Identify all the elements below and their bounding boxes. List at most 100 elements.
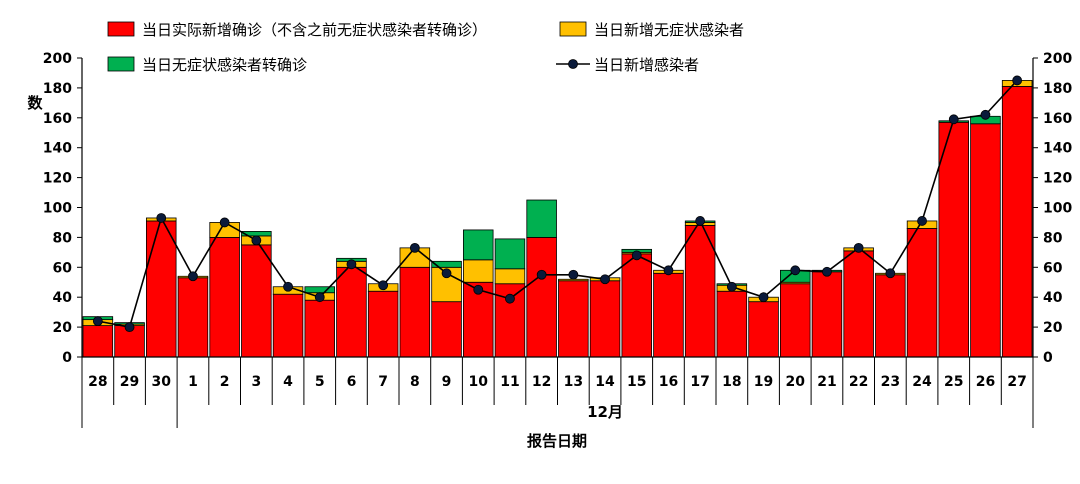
y-tick-label-right: 140	[1043, 141, 1072, 157]
x-tick-label: 5	[315, 374, 325, 390]
bar-confirmed-segment	[367, 290, 399, 358]
line-point	[473, 284, 484, 295]
x-tick-label: 2	[220, 374, 230, 390]
x-tick-label: 15	[627, 374, 646, 390]
y-tick-label-right: 40	[1043, 290, 1063, 306]
bar-confirmed-segment	[716, 290, 748, 358]
x-tick-label: 22	[849, 374, 868, 390]
x-tick-label: 3	[251, 374, 261, 390]
line-point	[631, 250, 642, 261]
bar-converted-segment	[494, 238, 526, 270]
bar-confirmed-segment	[684, 225, 716, 358]
x-tick-label: 1	[188, 374, 198, 390]
line-point	[156, 213, 167, 223]
x-tick-label: 23	[881, 374, 900, 390]
line-point	[505, 293, 515, 304]
x-tick-label: 19	[754, 374, 773, 390]
bar-converted-segment	[462, 229, 494, 261]
line-point	[663, 265, 674, 276]
line-point	[758, 292, 769, 303]
bar-confirmed-segment	[843, 250, 874, 358]
y-tick-label-left: 100	[43, 201, 72, 217]
y-tick-label-right: 0	[1043, 350, 1053, 366]
y-tick-label-left: 80	[53, 230, 73, 246]
x-tick-label: 10	[469, 374, 489, 390]
line-point	[1012, 75, 1023, 86]
bar-converted-segment	[304, 286, 335, 294]
legend-confirmed-swatch	[107, 21, 135, 37]
bar-confirmed-segment	[462, 281, 494, 358]
bar-confirmed-segment	[399, 266, 431, 358]
y-tick-label-right: 160	[1043, 111, 1072, 127]
legend-converted-swatch	[107, 56, 135, 72]
y-tick-label-right: 120	[1043, 171, 1072, 187]
y-tick-label-right: 20	[1043, 320, 1063, 336]
y-tick-label-right: 180	[1043, 81, 1072, 97]
bar-confirmed-segment	[938, 121, 970, 358]
bar-confirmed-segment	[558, 280, 589, 358]
bar-confirmed-segment	[621, 253, 653, 358]
x-tick-label: 21	[817, 374, 836, 390]
x-tick-label: 17	[690, 374, 709, 390]
y-tick-label-left: 60	[53, 260, 73, 276]
x-tick-label: 18	[722, 374, 741, 390]
line-point	[409, 242, 420, 253]
bar-asymptomatic-segment	[494, 268, 526, 285]
x-tick-label: 9	[442, 374, 452, 390]
bar-converted-segment	[526, 199, 557, 238]
bar-confirmed-segment	[653, 272, 684, 358]
line-new-infections	[97, 79, 1018, 329]
bar-confirmed-segment	[526, 236, 557, 358]
bar-confirmed-segment	[209, 236, 240, 358]
x-tick-label: 6	[347, 374, 357, 390]
x-tick-label: 24	[912, 374, 932, 390]
line-point	[283, 281, 293, 292]
bar-asymptomatic-segment	[462, 259, 494, 283]
x-tick-label: 16	[659, 374, 678, 390]
line-point	[124, 322, 135, 333]
y-tick-label-left: 200	[43, 51, 72, 67]
line-point	[188, 271, 198, 282]
x-tick-label: 25	[944, 374, 963, 390]
legend-new-infections-swatch-marker	[568, 59, 578, 69]
x-tick-label: 8	[410, 374, 420, 390]
line-point	[568, 269, 579, 280]
bar-confirmed-segment	[304, 299, 335, 358]
bar-confirmed-segment	[177, 277, 209, 358]
bar-confirmed-segment	[431, 301, 462, 358]
line-point	[695, 216, 706, 226]
legend-converted-label: 当日无症状感染者转确诊	[142, 56, 307, 74]
line-point	[314, 292, 325, 303]
y-tick-label-left: 0	[62, 350, 72, 366]
line-point	[853, 242, 864, 253]
y-axis-label: 数	[27, 94, 43, 112]
line-point	[822, 266, 832, 277]
line-point	[600, 274, 610, 285]
month-label: 12月	[587, 403, 623, 421]
line-point	[948, 114, 959, 125]
x-tick-label: 28	[88, 374, 107, 390]
y-tick-label-left: 120	[43, 171, 72, 187]
x-tick-label: 29	[120, 374, 139, 390]
bar-confirmed-segment	[780, 283, 811, 358]
line-point	[251, 235, 262, 246]
legend-asymptomatic-swatch	[559, 21, 587, 37]
x-tick-label: 26	[976, 374, 995, 390]
line-point	[790, 265, 801, 276]
x-tick-label: 4	[283, 374, 293, 390]
bar-confirmed-segment	[875, 274, 906, 358]
legend-confirmed-label: 当日实际新增确诊（不含之前无症状感染者转确诊）	[142, 21, 487, 39]
bar-confirmed-segment	[241, 244, 272, 358]
bar-confirmed-segment	[906, 228, 938, 358]
x-tick-label: 27	[1007, 374, 1026, 390]
line-point	[917, 216, 927, 226]
y-tick-label-left: 40	[53, 290, 73, 306]
x-tick-label: 14	[595, 374, 615, 390]
y-tick-label-left: 180	[43, 81, 72, 97]
bar-confirmed-segment	[82, 325, 114, 358]
bar-confirmed-segment	[145, 220, 177, 358]
line-point	[885, 268, 896, 279]
x-tick-label: 20	[786, 374, 806, 390]
